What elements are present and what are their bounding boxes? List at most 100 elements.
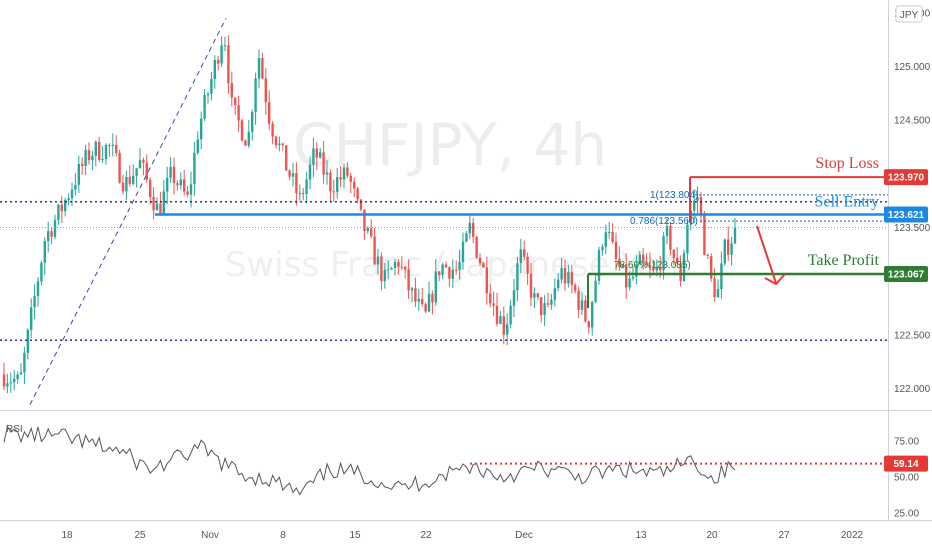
candle: [223, 36, 227, 52]
price-tag: [884, 169, 928, 186]
candle: [332, 179, 335, 202]
candle-body: [516, 263, 519, 291]
candle: [176, 180, 179, 191]
candle-body: [356, 188, 359, 200]
candle-body: [206, 93, 210, 96]
candle: [492, 291, 495, 317]
candle-body: [465, 233, 468, 242]
candle: [696, 186, 699, 214]
candle-body: [597, 250, 601, 281]
candle-body: [383, 269, 386, 282]
rsi-level-tag: [884, 455, 928, 472]
candle: [461, 232, 465, 270]
stop-loss-label: Stop Loss: [815, 155, 879, 172]
candle-body: [43, 241, 46, 263]
candle-body: [336, 177, 339, 192]
candle: [312, 137, 315, 178]
candle-body: [523, 249, 526, 257]
candle-body: [23, 352, 26, 373]
candle: [584, 295, 587, 323]
candle-body: [373, 236, 376, 265]
candle: [410, 286, 414, 303]
candle-body: [13, 379, 16, 383]
candle-body: [417, 299, 420, 302]
candle: [135, 168, 138, 188]
candle-body: [574, 284, 577, 291]
candle: [424, 302, 427, 314]
candle-body: [77, 163, 80, 185]
candle: [308, 156, 312, 189]
candle: [383, 262, 386, 289]
time-tick-label: Nov: [201, 530, 219, 541]
candle-body: [189, 184, 193, 195]
candle-body: [370, 228, 373, 237]
candle: [244, 139, 247, 146]
candle-body: [631, 276, 635, 279]
time-tick-label: Dec: [515, 530, 533, 541]
candle-body: [407, 269, 410, 291]
candle: [6, 373, 9, 394]
candle: [217, 56, 220, 71]
candle: [570, 264, 573, 294]
candle-body: [475, 236, 478, 258]
candle-body: [710, 255, 713, 279]
candle: [716, 279, 720, 298]
candle: [13, 370, 16, 391]
candle-body: [594, 280, 597, 302]
candle-body: [713, 278, 716, 298]
candle-body: [604, 232, 607, 247]
candle: [108, 143, 111, 157]
candle: [329, 169, 332, 202]
candle: [268, 90, 271, 131]
candle: [315, 142, 318, 171]
candle-body: [410, 288, 414, 291]
candle-body: [339, 177, 342, 180]
candle: [84, 144, 87, 176]
candle-body: [380, 256, 383, 282]
candle: [451, 259, 454, 289]
candle: [149, 177, 152, 205]
candle-body: [635, 264, 638, 277]
candle: [251, 109, 254, 141]
candle-body: [261, 58, 264, 79]
candle-body: [526, 256, 529, 274]
candle: [710, 253, 713, 282]
candle-body: [278, 143, 281, 146]
candle-body: [625, 264, 628, 288]
candle-body: [67, 198, 70, 200]
candle: [247, 119, 250, 149]
candle-body: [359, 199, 363, 210]
watermark-symbol: CHFJPY, 4h: [293, 111, 607, 179]
candle-body: [257, 58, 261, 79]
price-tag-label: 123.970: [888, 173, 925, 184]
candle: [560, 258, 563, 284]
candle: [349, 172, 352, 194]
candle: [380, 252, 383, 291]
candle-body: [655, 266, 658, 271]
candle-body: [237, 105, 240, 121]
candle-body: [587, 321, 590, 328]
candle-body: [540, 297, 543, 315]
candle: [295, 162, 298, 206]
time-tick-label: 27: [778, 530, 790, 541]
candle-body: [570, 272, 573, 285]
candle-body: [223, 45, 227, 47]
candle-body: [315, 148, 318, 158]
candle: [523, 240, 526, 261]
candle-body: [285, 145, 288, 171]
candle-body: [676, 257, 679, 264]
candle: [533, 287, 536, 308]
candle: [485, 256, 488, 305]
candle: [128, 165, 131, 187]
candle: [288, 169, 291, 180]
candle: [376, 248, 380, 275]
candle: [281, 142, 284, 151]
candle-body: [699, 197, 703, 215]
candle-body: [172, 166, 176, 184]
candle: [625, 253, 628, 299]
candle-body: [121, 182, 125, 192]
candle: [264, 68, 267, 115]
candle: [414, 277, 417, 308]
candle: [118, 149, 121, 184]
